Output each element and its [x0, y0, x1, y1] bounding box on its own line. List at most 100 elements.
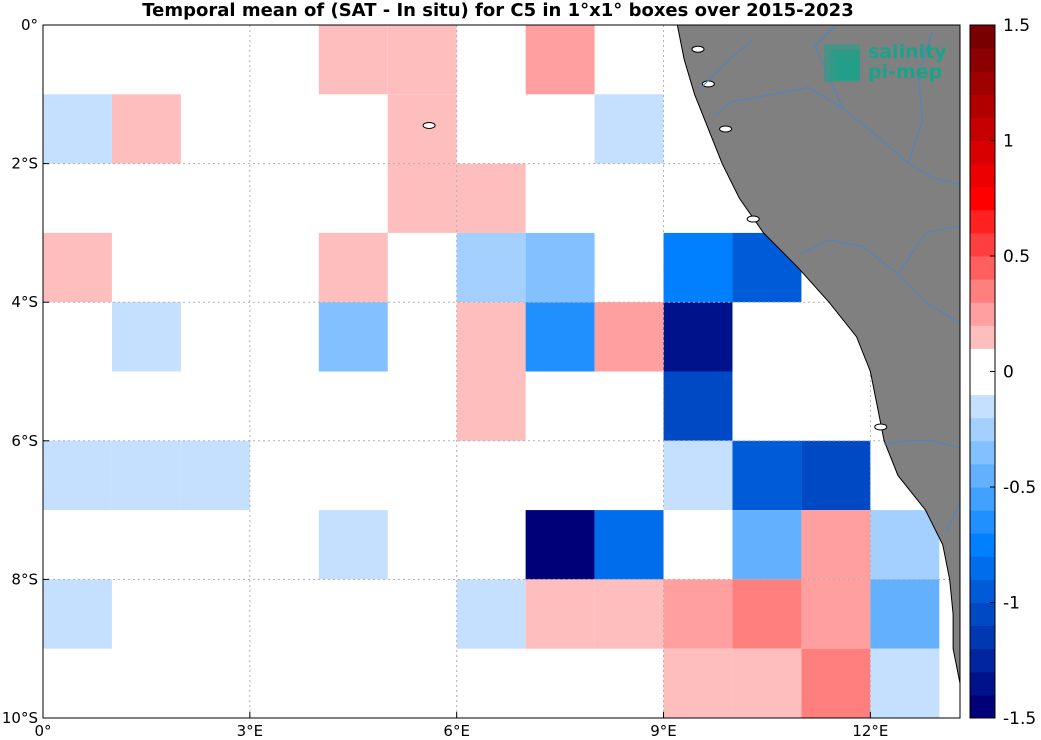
heatmap-cell [525, 302, 595, 372]
colorbar-segment [970, 602, 995, 627]
heatmap-cell [732, 648, 802, 718]
heatmap-cell [801, 648, 871, 718]
y-tick-label: 0° [21, 16, 38, 34]
heatmap-cells [43, 25, 940, 718]
islands [422, 45, 888, 431]
colorbar-segment [970, 417, 995, 442]
colorbar-segment [970, 463, 995, 488]
island [874, 423, 888, 431]
colorbar-segment [970, 510, 995, 534]
salinity-pimep-logo: salinity pi-mep [824, 41, 947, 83]
heatmap-cell [387, 163, 457, 233]
heatmap-cell [594, 510, 664, 580]
river [945, 502, 960, 532]
plot-area: salinity pi-mep [43, 25, 960, 718]
colorbar-segment [970, 556, 995, 580]
colorbar-segment [970, 163, 995, 188]
heatmap-cell [663, 302, 733, 372]
river [907, 31, 933, 164]
heatmap-cell [525, 25, 595, 95]
heatmap-cell [732, 579, 802, 649]
heatmap-cell [663, 648, 733, 718]
colorbar-tick-label: -1.5 [1003, 709, 1036, 729]
colorbar-segment [970, 579, 995, 603]
colorbar-segment [970, 25, 995, 49]
colorbar-segment [970, 140, 995, 165]
plot-frame [42, 24, 961, 719]
heatmap-cell [594, 302, 664, 372]
y-axis-ticks: 0° 2°S 4°S 6°S 8°S 10°S [2, 16, 49, 727]
heatmap-cell [387, 25, 457, 95]
figure-title: Temporal mean of (SAT - In situ) for C5 … [142, 0, 853, 21]
colorbar-segment [970, 48, 995, 72]
colorbar-segment [970, 256, 995, 280]
colorbar-segment [970, 325, 995, 349]
colorbar-segment [970, 302, 995, 326]
colorbar-segment [970, 487, 995, 511]
salinity-pimep-logo-icon [824, 44, 860, 82]
island [719, 125, 733, 133]
colorbar-segment [970, 625, 995, 650]
heatmap-cell [43, 440, 112, 511]
heatmap-cell [732, 440, 802, 511]
colorbar-segment [970, 533, 995, 557]
island [701, 80, 715, 88]
colorbar-segment [970, 94, 995, 118]
colorbar [969, 24, 996, 719]
colorbar-tick-label: 1.5 [1003, 16, 1030, 36]
heatmap-cell [525, 232, 595, 303]
heatmap-cell [456, 163, 526, 233]
logo-line1: salinity [868, 41, 947, 63]
colorbar-segment [970, 279, 995, 303]
island [746, 215, 760, 223]
heatmap-cell [870, 648, 940, 718]
heatmap-cell [180, 440, 250, 511]
heatmap-cell [387, 94, 457, 164]
heatmap-cell [801, 510, 871, 580]
colorbar-segment [970, 348, 995, 372]
colorbar-segment [970, 394, 995, 419]
colorbar-segment [970, 232, 995, 257]
heatmap-cell [456, 371, 526, 441]
river [801, 239, 960, 324]
logo-line2: pi-mep [868, 61, 942, 83]
y-tick-label: 4°S [11, 293, 38, 311]
heatmap-cell [732, 510, 802, 580]
heatmap-cell [456, 232, 526, 303]
colorbar-segment [970, 671, 995, 696]
heatmap-cell [525, 579, 595, 649]
x-tick-label: 0° [34, 722, 51, 740]
x-axis-ticks: 0° 3°E 6°E 9°E 12°E [34, 712, 888, 740]
y-tick-label: 8°S [11, 570, 38, 588]
river [814, 25, 844, 109]
heatmap-cell [870, 579, 940, 649]
rivers [701, 25, 960, 532]
colorbar-segment [970, 117, 995, 141]
colorbar-segment [970, 694, 995, 719]
colorbar-tick-label: 1 [1003, 132, 1014, 152]
colorbar-segment [970, 371, 995, 396]
land-mass [676, 25, 960, 718]
heatmap-cell [801, 579, 871, 649]
colorbar-segment [970, 209, 995, 234]
y-tick-label: 6°S [11, 432, 38, 450]
colorbar-segment [970, 186, 995, 211]
river [701, 38, 754, 88]
island [422, 121, 436, 129]
x-tick-label: 6°E [443, 722, 470, 740]
colorbar-tick-label: 0.5 [1003, 247, 1030, 267]
heatmap-cell [111, 440, 181, 511]
x-tick-label: 12°E [852, 722, 888, 740]
heatmap-cell [456, 579, 526, 649]
x-tick-label: 9°E [650, 722, 677, 740]
heatmap-cell [111, 94, 181, 164]
heatmap-cell [801, 440, 871, 511]
heatmap-cell [594, 94, 664, 164]
heatmap-cell [111, 302, 181, 372]
colorbar-segment [970, 440, 995, 465]
colorbar-tick-label: 0 [1003, 363, 1014, 383]
colorbar-segment [970, 648, 995, 673]
colorbar-tick-label: -1 [1003, 594, 1020, 614]
heatmap-cell [43, 579, 112, 649]
